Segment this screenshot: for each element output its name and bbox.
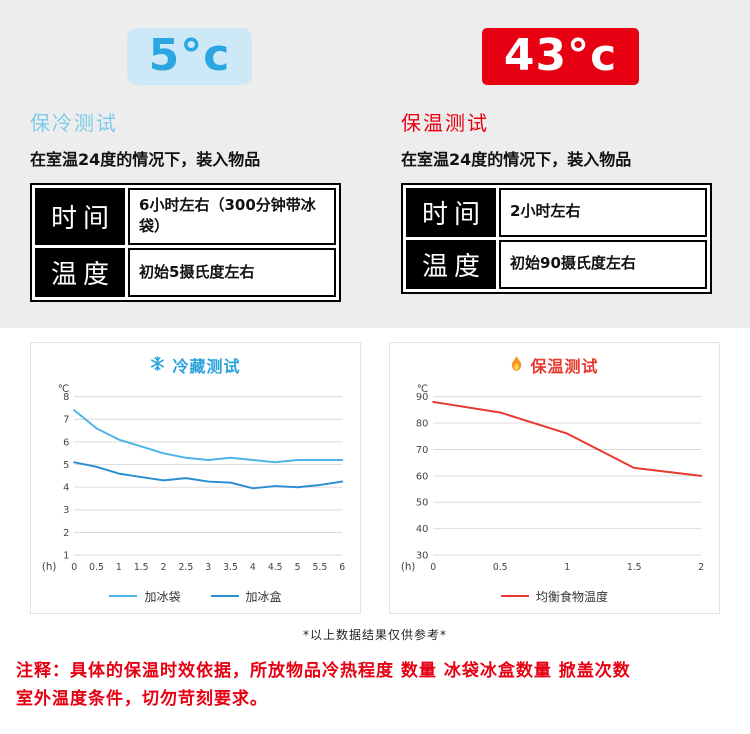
- svg-text:0.5: 0.5: [89, 562, 104, 573]
- hot-test-title: 保温测试: [401, 110, 489, 135]
- svg-text:70: 70: [416, 445, 428, 456]
- svg-text:(h): (h): [42, 561, 57, 573]
- temperature-test-section: 5°c 保冷测试 在室温24度的情况下，装入物品 时间 6小时左右（300分钟带…: [0, 0, 750, 329]
- hot-temp-badge: 43°c: [481, 28, 640, 85]
- table-row: 温度 初始90摄氏度左右: [406, 239, 708, 289]
- svg-text:℃: ℃: [58, 383, 70, 395]
- legend-line-swatch: [109, 595, 138, 598]
- cold-chart-legend: 加冰袋 加冰盒: [39, 588, 352, 605]
- svg-text:4: 4: [63, 483, 69, 494]
- time-value-cell: 2小时左右: [499, 187, 708, 237]
- table-row: 时间 6小时左右（300分钟带冰袋）: [35, 187, 337, 246]
- cold-temp-badge: 5°c: [126, 28, 253, 85]
- svg-text:1.5: 1.5: [134, 562, 149, 573]
- svg-text:0.5: 0.5: [493, 562, 508, 573]
- chart-title-text: 冷藏测试: [172, 357, 241, 377]
- disclaimer-line: 室外温度条件，切勿苛刻要求。: [16, 689, 268, 710]
- hot-line-chart: 90 80 70 60 50 40 300 0.5 1 1.5 2 ℃ (h): [401, 383, 704, 573]
- legend-item: 均衡食物温度: [500, 588, 608, 605]
- legend-line-swatch: [210, 595, 239, 598]
- hot-chart-legend: 均衡食物温度: [398, 588, 711, 605]
- hot-chart: 保温测试 90 80 70 60 50 40 30 0 0.5 1 1.5 2 ℃ (h) 均衡食物温度: [389, 342, 720, 614]
- reference-footnote: *以上数据结果仅供参考*: [302, 627, 447, 642]
- svg-text:90: 90: [416, 392, 428, 403]
- svg-text:1: 1: [116, 562, 122, 573]
- hot-test-panel: 43°c 保温测试 在室温24度的情况下，装入物品 时间 2小时左右 温度 初始…: [401, 28, 720, 302]
- legend-item: 加冰盒: [210, 588, 282, 605]
- cold-test-subtitle: 在室温24度的情况下，装入物品: [30, 149, 261, 169]
- svg-text:3: 3: [63, 505, 69, 516]
- svg-text:2: 2: [63, 528, 69, 539]
- disclaimer-note: 注释：具体的保温时效依据，所放物品冷热程度 数量 冰袋冰盒数量 掀盖次数 室外温…: [0, 643, 750, 715]
- table-row: 时间 2小时左右: [406, 187, 708, 237]
- svg-text:30: 30: [416, 551, 428, 562]
- hot-badge-wrap: 43°c: [401, 28, 720, 85]
- legend-label: 均衡食物温度: [535, 589, 608, 604]
- svg-text:4: 4: [250, 562, 256, 573]
- cold-test-title: 保冷测试: [30, 110, 118, 135]
- svg-text:4.5: 4.5: [268, 562, 283, 573]
- hot-test-subtitle: 在室温24度的情况下，装入物品: [401, 149, 632, 169]
- svg-text:0: 0: [71, 562, 77, 573]
- cold-chart-title: 冷藏测试: [39, 353, 352, 377]
- cold-chart: 冷藏测试 8 7 6 5 4 3 2 1 0 0.5 1 1.5 2 2.5 3 3.5 4 4.5 5 5.5 6 ℃(…: [30, 342, 361, 614]
- svg-text:6: 6: [339, 562, 345, 573]
- svg-text:60: 60: [416, 471, 428, 482]
- svg-text:℃: ℃: [417, 383, 429, 395]
- cold-badge-wrap: 5°c: [30, 28, 349, 85]
- svg-text:2.5: 2.5: [178, 562, 193, 573]
- svg-text:0: 0: [430, 562, 436, 573]
- svg-text:5.5: 5.5: [312, 562, 327, 573]
- legend-item: 加冰袋: [109, 588, 181, 605]
- svg-text:2: 2: [698, 562, 704, 573]
- chart-title-text: 保温测试: [530, 357, 599, 377]
- table-row: 温度 初始5摄氏度左右: [35, 248, 337, 298]
- svg-text:8: 8: [63, 392, 69, 403]
- temp-value-cell: 初始5摄氏度左右: [128, 248, 337, 298]
- time-label-cell: 时间: [35, 187, 126, 246]
- svg-text:80: 80: [416, 419, 428, 430]
- cold-spec-table: 时间 6小时左右（300分钟带冰袋） 温度 初始5摄氏度左右: [30, 182, 342, 303]
- snowflake-icon: [150, 355, 165, 375]
- disclaimer-line: 注释：具体的保温时效依据，所放物品冷热程度 数量 冰袋冰盒数量 掀盖次数: [16, 660, 631, 681]
- temp-label-cell: 温度: [35, 248, 126, 298]
- svg-text:1: 1: [63, 551, 69, 562]
- svg-text:1.5: 1.5: [627, 562, 642, 573]
- charts-section: 冷藏测试 8 7 6 5 4 3 2 1 0 0.5 1 1.5 2 2.5 3 3.5 4 4.5 5 5.5 6 ℃(…: [0, 328, 750, 614]
- time-value-cell: 6小时左右（300分钟带冰袋）: [128, 187, 337, 246]
- svg-text:7: 7: [63, 415, 69, 426]
- time-label-cell: 时间: [406, 187, 497, 237]
- legend-line-swatch: [500, 595, 529, 598]
- svg-text:3.5: 3.5: [223, 562, 238, 573]
- svg-text:50: 50: [416, 498, 428, 509]
- cold-test-panel: 5°c 保冷测试 在室温24度的情况下，装入物品 时间 6小时左右（300分钟带…: [30, 28, 349, 303]
- svg-text:2: 2: [161, 562, 167, 573]
- hot-spec-table: 时间 2小时左右 温度 初始90摄氏度左右: [401, 182, 713, 294]
- svg-text:5: 5: [63, 460, 69, 471]
- svg-text:(h): (h): [401, 561, 416, 573]
- temp-label-cell: 温度: [406, 239, 497, 289]
- temp-value-cell: 初始90摄氏度左右: [499, 239, 708, 289]
- legend-label: 加冰盒: [245, 589, 282, 604]
- svg-text:3: 3: [205, 562, 211, 573]
- legend-label: 加冰袋: [144, 589, 181, 604]
- svg-text:6: 6: [63, 437, 69, 448]
- svg-text:1: 1: [564, 562, 570, 573]
- svg-text:40: 40: [416, 524, 428, 535]
- flame-icon: [510, 355, 523, 376]
- hot-chart-title: 保温测试: [398, 353, 711, 377]
- svg-text:5: 5: [295, 562, 301, 573]
